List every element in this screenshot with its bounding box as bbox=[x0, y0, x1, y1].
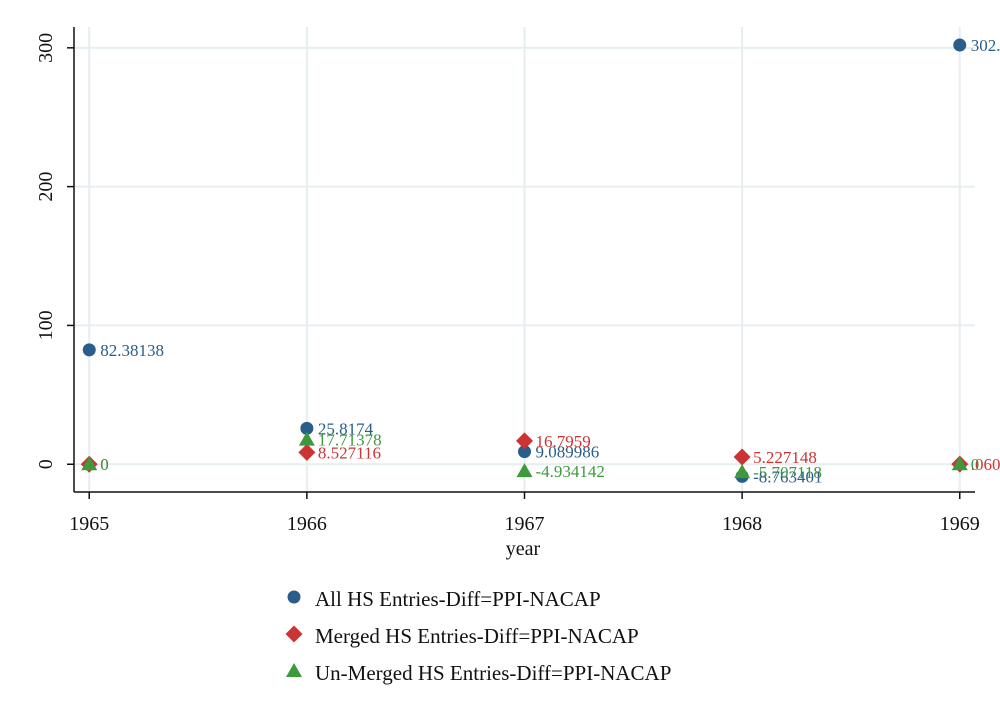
grid bbox=[74, 27, 975, 492]
legend-label: Merged HS Entries-Diff=PPI-NACAP bbox=[315, 624, 639, 648]
point-triangle bbox=[516, 463, 533, 478]
legend-item: All HS Entries-Diff=PPI-NACAP bbox=[287, 587, 601, 611]
data-label: 0 bbox=[100, 455, 109, 474]
y-tick-label: 0 bbox=[35, 459, 57, 469]
data-points bbox=[80, 38, 969, 483]
point-circle bbox=[300, 421, 314, 435]
point-triangle bbox=[734, 464, 751, 479]
x-tick-label: 1968 bbox=[722, 513, 762, 535]
point-diamond bbox=[298, 443, 316, 461]
data-label: -8.763401 bbox=[753, 467, 822, 486]
legend-marker-triangle bbox=[286, 663, 302, 677]
data-label: 17.71378 bbox=[318, 431, 382, 450]
point-triangle bbox=[298, 431, 315, 446]
y-tick-label: 100 bbox=[35, 310, 57, 340]
legend-marker-diamond bbox=[285, 625, 303, 643]
data-label: 16.7959 bbox=[536, 432, 591, 451]
data-label: 5.227148 bbox=[753, 448, 817, 467]
point-triangle bbox=[951, 456, 968, 471]
x-tick-label: 1969 bbox=[940, 513, 980, 535]
data-label: 82.38138 bbox=[100, 341, 164, 360]
data-label: -5.707118 bbox=[753, 463, 822, 482]
legend-label: Un-Merged HS Entries-Diff=PPI-NACAP bbox=[315, 661, 671, 685]
data-label: 9.089986 bbox=[536, 443, 600, 462]
x-axis-title: year bbox=[506, 538, 541, 560]
data-label: .060 bbox=[971, 455, 1000, 474]
data-label: 302. bbox=[971, 36, 1000, 55]
data-label: -4.934142 bbox=[536, 462, 605, 481]
x-tick-label: 1967 bbox=[505, 513, 545, 535]
data-label: 0 bbox=[100, 455, 109, 474]
point-circle bbox=[82, 343, 96, 357]
legend-item: Un-Merged HS Entries-Diff=PPI-NACAP bbox=[286, 661, 671, 685]
point-diamond bbox=[733, 448, 751, 466]
y-axis-ticks: 0 100 200 300 bbox=[35, 33, 74, 469]
x-tick-label: 1966 bbox=[287, 513, 327, 535]
data-label: 0 bbox=[971, 455, 980, 474]
data-label: 25.8174 bbox=[318, 419, 374, 438]
y-tick-label: 200 bbox=[35, 172, 57, 202]
x-tick-label: 1965 bbox=[69, 513, 109, 535]
y-tick-label: 300 bbox=[35, 33, 57, 63]
data-labels: 82.38138 25.8174 9.089986 -8.763401 302. 0 8.5… bbox=[100, 36, 1000, 486]
x-axis-ticks: 1965 1966 1967 1968 1969 bbox=[69, 492, 980, 535]
point-diamond bbox=[516, 432, 533, 450]
legend-item: Merged HS Entries-Diff=PPI-NACAP bbox=[285, 624, 639, 648]
point-circle bbox=[953, 38, 967, 52]
point-circle bbox=[518, 445, 531, 459]
point-triangle bbox=[81, 456, 98, 471]
data-label: 8.527116 bbox=[318, 443, 381, 462]
legend-label: All HS Entries-Diff=PPI-NACAP bbox=[315, 587, 601, 611]
legend: All HS Entries-Diff=PPI-NACAP Merged HS E… bbox=[285, 587, 671, 685]
legend-marker-circle bbox=[287, 590, 301, 604]
